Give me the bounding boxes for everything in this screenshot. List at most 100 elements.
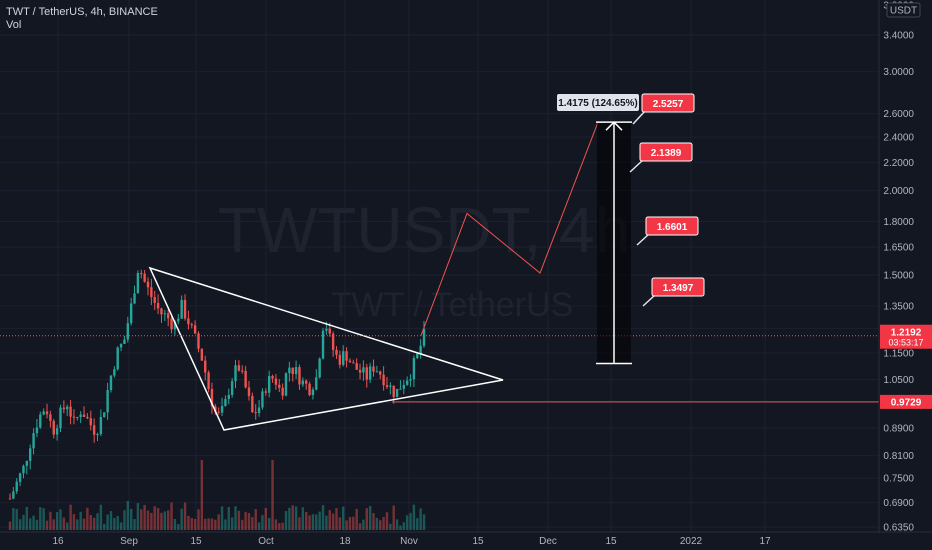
price-tick-label: 1.0500 — [883, 375, 914, 386]
candle-body — [412, 358, 416, 380]
volume-bar — [294, 506, 298, 530]
currency-badge-label: USDT — [890, 6, 917, 17]
target-tag — [651, 277, 705, 297]
candle-body — [18, 473, 22, 482]
chart-legend[interactable]: TWT / TetherUS, 4h, BINANCE Vol — [6, 6, 158, 32]
candle-body — [210, 389, 214, 407]
volume-bar — [355, 508, 358, 530]
price-axis[interactable]: 3.80003.40003.00002.60002.40002.20002.00… — [878, 0, 921, 534]
target-callout-line — [636, 233, 650, 246]
candle-body — [328, 328, 331, 334]
candle-body — [355, 363, 358, 370]
volume-bar — [55, 512, 59, 530]
candle-body — [375, 371, 379, 373]
volume-bar — [116, 515, 119, 530]
candle-body — [214, 406, 217, 412]
candle-body — [352, 362, 355, 364]
volume-bar — [59, 509, 62, 530]
candle-body — [264, 391, 268, 393]
candle-body — [197, 333, 200, 349]
volume-bar — [244, 511, 247, 530]
volume-bar — [241, 519, 244, 530]
volume-bar — [291, 505, 294, 530]
volume-bar — [247, 512, 251, 530]
candle-body — [399, 388, 402, 390]
volume-bar — [257, 522, 261, 530]
volume-bar — [402, 522, 406, 530]
volume-title[interactable]: Vol — [6, 19, 22, 31]
measure-arrow — [605, 121, 623, 131]
volume-bar — [25, 506, 29, 530]
candle-body — [146, 281, 150, 288]
candle-body — [220, 405, 224, 413]
candle-body — [45, 411, 49, 415]
volume-bar — [210, 518, 214, 530]
volume-bar — [52, 519, 55, 530]
support-price-label: 0.9729 — [891, 397, 922, 408]
volume-bar — [133, 519, 136, 530]
volume-bar — [385, 512, 389, 530]
candle-body — [345, 351, 348, 361]
candle-body — [103, 412, 106, 418]
symbol-title[interactable]: TWT / TetherUS, 4h, BINANCE — [6, 6, 158, 18]
volume-bar — [72, 514, 76, 530]
candle-body — [187, 318, 190, 325]
candle-body — [55, 428, 59, 435]
volume-bar — [358, 523, 362, 530]
volume-bar — [315, 514, 318, 530]
price-tick-label: 3.4000 — [883, 31, 914, 42]
candle-body — [224, 399, 227, 406]
time-axis[interactable]: 16 Sep 15 Oct 18 Nov 15 Dec 15 2022 17 — [0, 531, 932, 547]
grid — [0, 0, 879, 532]
currency-badge[interactable] — [886, 2, 921, 18]
watermark-description: TWT / TetherUS — [331, 286, 573, 324]
target-callout-line — [632, 110, 646, 125]
volume-bar — [321, 505, 325, 530]
candle-body — [237, 365, 241, 371]
volume-bar — [311, 514, 315, 530]
candle-body — [92, 425, 96, 435]
candle-body — [79, 414, 82, 417]
countdown-label: 03:53:17 — [888, 338, 923, 348]
candle-body — [405, 380, 409, 385]
target-label: 2.5257 — [653, 99, 684, 110]
volume-bar — [372, 513, 375, 530]
candle-body — [254, 412, 257, 414]
volume-bar — [32, 515, 35, 530]
candle-body — [402, 384, 406, 389]
candle-body — [160, 308, 163, 315]
price-tick-label: 2.0000 — [883, 186, 914, 197]
volume-bar — [193, 518, 197, 530]
candle-body — [170, 318, 173, 330]
candle-body — [180, 299, 183, 319]
candle-body — [96, 434, 99, 436]
time-tick-label: Dec — [539, 536, 557, 547]
candle-body — [123, 339, 126, 344]
candle-body — [382, 374, 385, 386]
candle-body — [267, 376, 271, 393]
candle-body — [409, 379, 412, 381]
volume-bar — [271, 460, 274, 530]
candle-body — [204, 360, 207, 373]
candle-body — [183, 299, 187, 319]
volume-bar — [170, 502, 173, 530]
candle-body — [89, 418, 92, 426]
volume-bar — [103, 523, 106, 530]
drawings[interactable]: 1.4175 (124.65%) 2.5257 2.1389 1.6601 1.3497 — [0, 93, 879, 431]
volume-bar — [234, 506, 237, 530]
volume-bar — [365, 508, 368, 530]
volume-bar — [163, 511, 167, 530]
volume-bar — [214, 519, 217, 530]
target-label: 1.3497 — [663, 283, 694, 294]
candle-body — [325, 328, 328, 331]
volume-bar — [146, 510, 150, 530]
candle-body — [241, 370, 244, 372]
candle-body — [281, 387, 284, 396]
candle-body — [109, 375, 113, 391]
candle-body — [234, 365, 237, 382]
volume-bar — [89, 514, 92, 530]
candle-body — [227, 394, 230, 400]
volume-bars — [8, 460, 426, 530]
volume-bar — [422, 514, 426, 530]
